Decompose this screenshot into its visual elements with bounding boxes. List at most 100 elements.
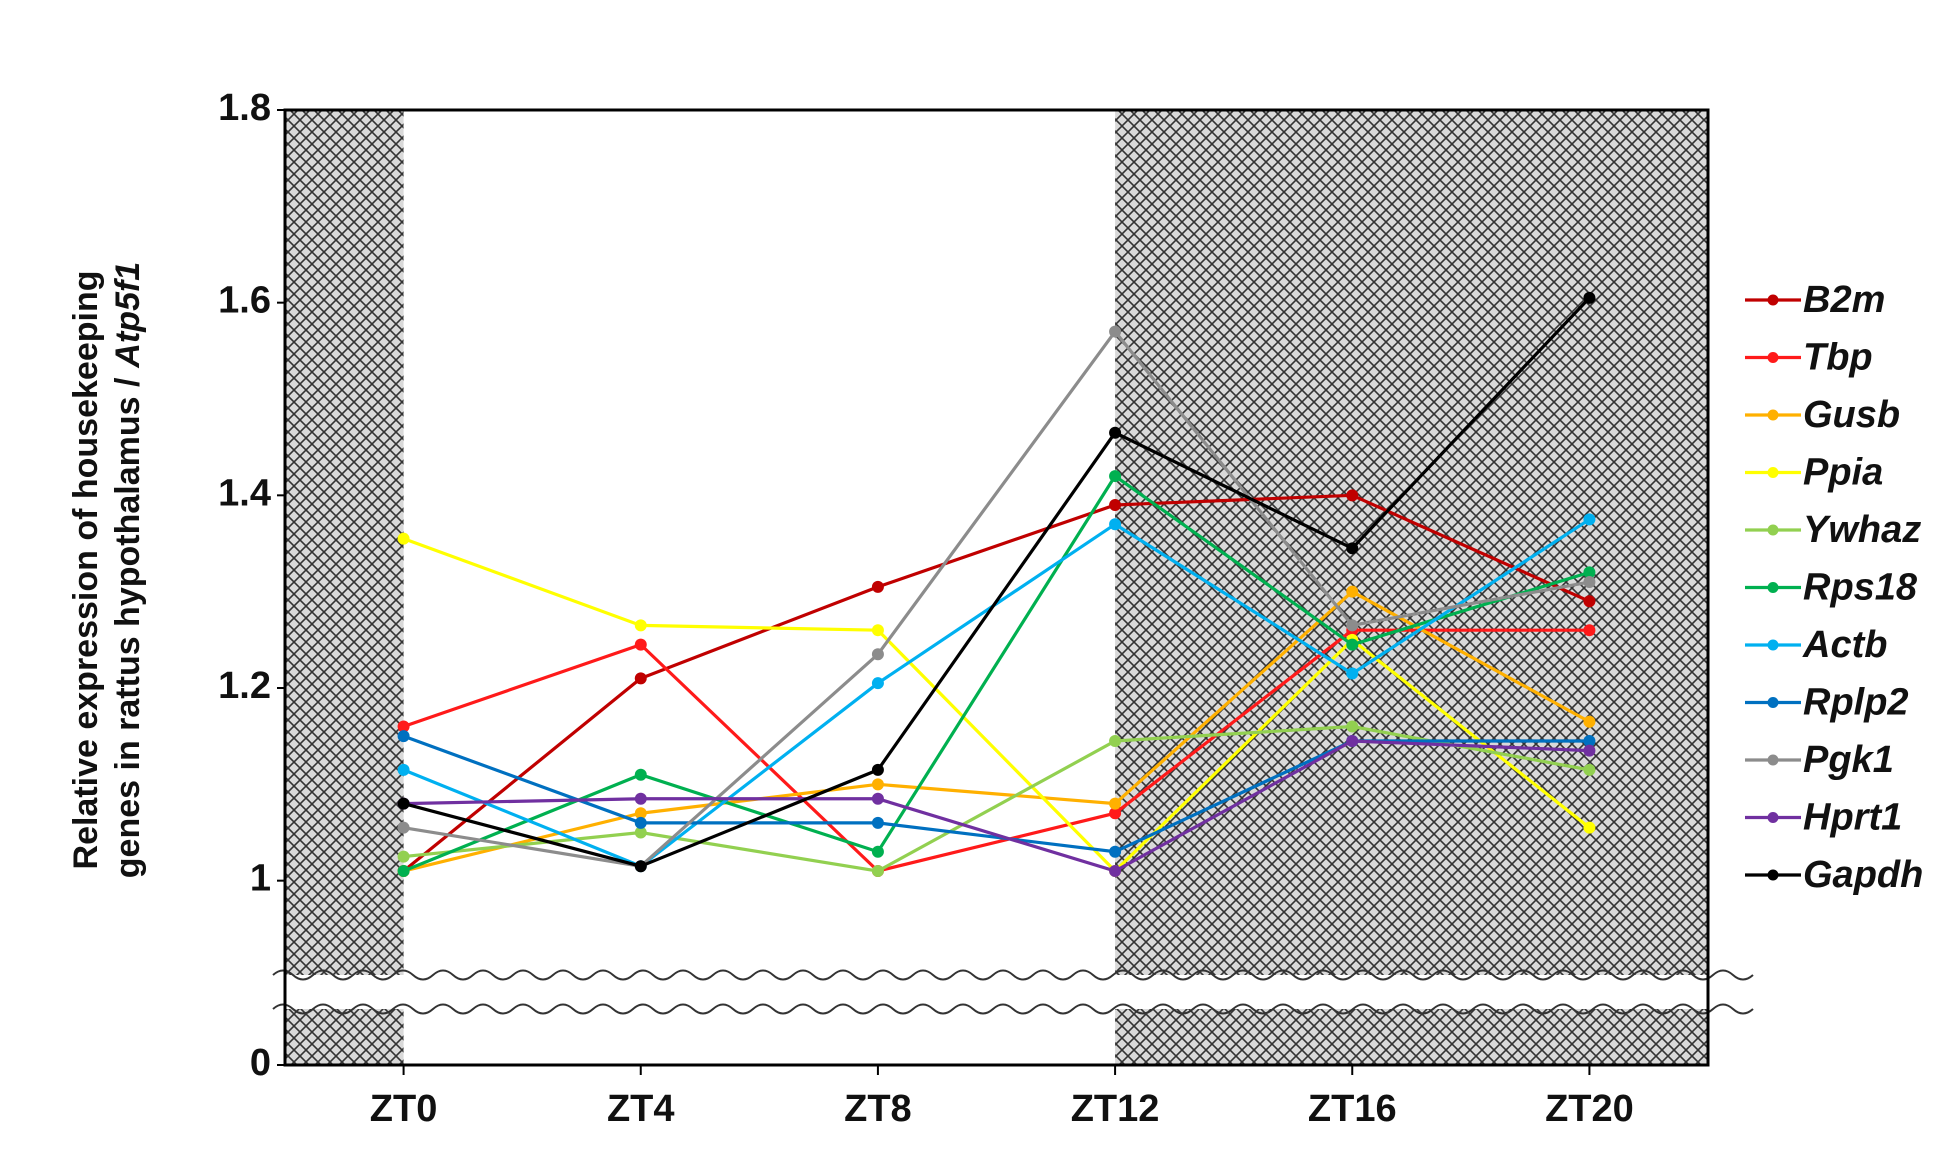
data-point — [871, 648, 884, 661]
data-point — [397, 797, 410, 810]
data-point — [1583, 595, 1596, 608]
legend-marker — [1767, 467, 1779, 478]
data-point — [1346, 585, 1359, 598]
legend-marker — [1767, 754, 1779, 766]
y-tick-label: 0 — [250, 1042, 271, 1084]
x-tick-label: ZT12 — [1071, 1088, 1160, 1130]
x-tick-label: ZT16 — [1308, 1088, 1397, 1130]
data-point — [1109, 325, 1122, 338]
legend-label: Actb — [1802, 624, 1887, 666]
data-point — [1346, 734, 1359, 747]
data-point — [1346, 619, 1359, 632]
data-point — [634, 807, 647, 820]
x-tick-label: ZT4 — [607, 1088, 675, 1130]
data-point — [1109, 518, 1122, 531]
data-point — [397, 763, 410, 776]
axis-break — [272, 969, 1754, 981]
legend-label: B2m — [1803, 279, 1885, 321]
legend-marker — [1767, 582, 1779, 593]
data-point — [397, 821, 410, 834]
plot-frame — [283, 108, 1710, 1067]
data-point — [1109, 470, 1122, 483]
legend-marker — [1767, 697, 1779, 708]
data-point — [1109, 807, 1122, 820]
data-point — [1346, 638, 1359, 651]
series-line — [403, 537, 1591, 874]
data-point — [871, 677, 884, 690]
series-line — [403, 589, 1591, 873]
legend-marker — [1767, 294, 1779, 306]
data-point — [1583, 763, 1596, 776]
series-line — [403, 724, 1590, 873]
x-tick-label: ZT20 — [1545, 1088, 1634, 1130]
data-point — [1583, 566, 1596, 579]
y-axis-label-part: genes in rattus hypothalamus / — [109, 377, 147, 878]
y-axis-label: genes in rattus hypothalamus / Atp5f1 — [109, 262, 147, 878]
data-point — [1583, 576, 1596, 589]
legend-marker — [1767, 352, 1779, 363]
data-point — [1583, 624, 1596, 637]
legend-label: Gapdh — [1803, 854, 1923, 896]
data-point — [397, 865, 410, 878]
data-point — [1109, 845, 1122, 858]
data-point — [1109, 426, 1122, 439]
x-tick-label: ZT8 — [844, 1088, 912, 1130]
y-tick-label: 1.2 — [218, 665, 271, 707]
x-tick-label: ZT0 — [370, 1088, 438, 1130]
series-line — [402, 473, 1590, 873]
legend-label: Gusb — [1803, 394, 1900, 436]
data-point — [871, 763, 884, 776]
series-line — [402, 493, 1591, 873]
data-point — [634, 860, 647, 873]
axis-break — [272, 1003, 1754, 1015]
data-point — [1583, 513, 1596, 526]
dark-phase — [285, 110, 404, 1065]
data-point — [397, 850, 410, 863]
legend-marker — [1767, 812, 1779, 823]
data-point — [871, 865, 884, 878]
data-point — [1109, 498, 1122, 511]
legend-label: Ywhaz — [1803, 509, 1921, 551]
data-point — [634, 816, 647, 829]
legend-marker — [1767, 869, 1779, 881]
data-point — [397, 720, 410, 733]
legend-label: Tbp — [1803, 337, 1873, 379]
series-line — [403, 739, 1590, 873]
series-line — [403, 628, 1590, 873]
y-tick-label: 1.6 — [218, 280, 271, 322]
data-point — [871, 792, 884, 805]
data-point — [634, 638, 647, 651]
dark-phase — [1115, 110, 1708, 1065]
legend-label: Pgk1 — [1803, 739, 1894, 781]
data-point — [1583, 291, 1596, 304]
series-line — [403, 734, 1590, 854]
data-point — [634, 619, 647, 632]
data-point — [1583, 744, 1596, 757]
y-tick-label: 1.4 — [218, 472, 271, 514]
series-line — [403, 296, 1591, 868]
data-point — [1346, 667, 1359, 680]
data-point — [1109, 734, 1122, 747]
data-point — [1583, 734, 1596, 747]
data-point — [1346, 720, 1359, 733]
legend-label: Hprt1 — [1803, 797, 1902, 839]
data-point — [634, 768, 647, 781]
data-point — [1583, 821, 1596, 834]
data-point — [1109, 865, 1122, 878]
legend-marker — [1767, 409, 1779, 421]
data-point — [397, 730, 410, 743]
legend-label: Rplp2 — [1803, 682, 1909, 724]
data-point — [634, 672, 647, 685]
data-point — [871, 778, 884, 791]
series-line — [403, 328, 1590, 868]
data-point — [1346, 489, 1359, 502]
legend-label: Rps18 — [1803, 567, 1918, 609]
data-point — [871, 624, 884, 637]
data-point — [1583, 715, 1596, 728]
legend-marker — [1767, 639, 1779, 651]
legend-label: Ppia — [1803, 452, 1883, 494]
y-axis-label-part: Atp5f1 — [109, 262, 147, 369]
y-axis-label: Relative expression of housekeeping — [67, 271, 105, 870]
data-point — [871, 580, 884, 593]
